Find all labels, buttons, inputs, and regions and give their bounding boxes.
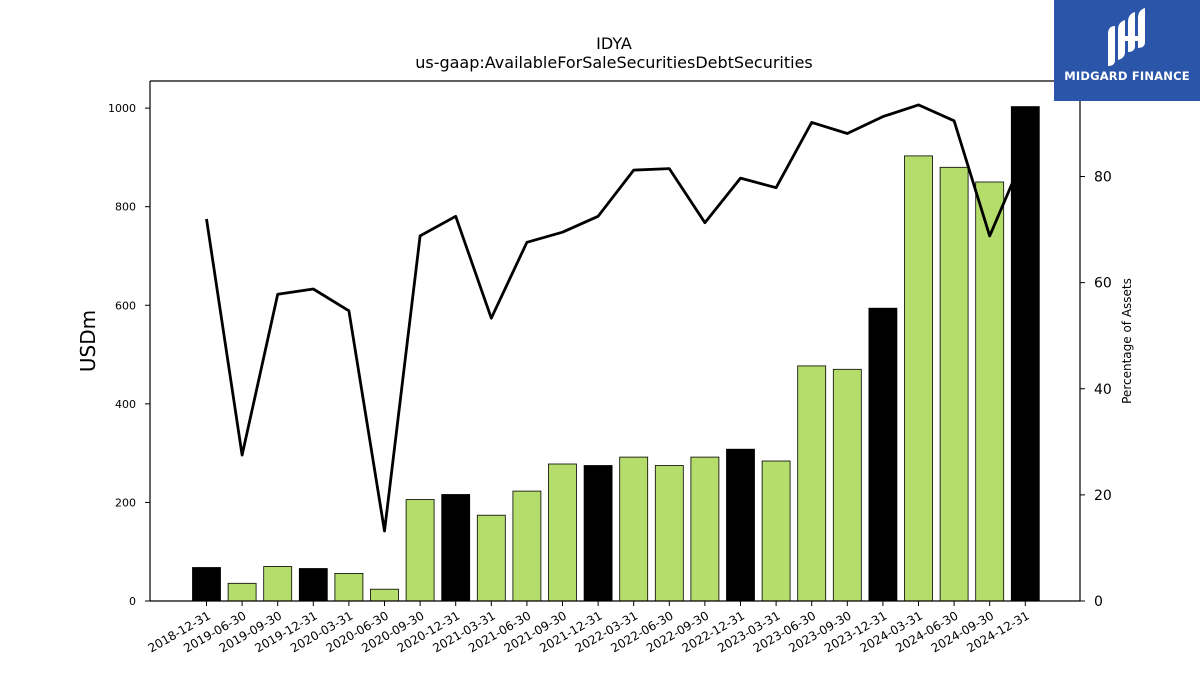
bar — [227, 582, 257, 602]
y-tick-label: 800 — [115, 201, 136, 214]
midgard-logo-icon — [1108, 8, 1145, 66]
bar — [334, 573, 364, 602]
bar — [726, 448, 755, 602]
chart-subtitle: us-gaap:AvailableForSaleSecuritiesDebtSe… — [415, 53, 813, 72]
bar — [512, 490, 542, 602]
bar — [405, 499, 435, 602]
bar — [583, 465, 613, 602]
line-layer — [205, 103, 1027, 533]
y-axis-label: USDm — [76, 310, 100, 372]
bars-layer — [192, 106, 1040, 602]
bar — [298, 568, 328, 602]
y-tick-label: 400 — [115, 398, 136, 411]
y2-tick-label: 60 — [1094, 276, 1112, 292]
bar — [548, 463, 577, 602]
bar — [370, 588, 399, 602]
bar — [797, 365, 827, 602]
bar — [832, 368, 862, 602]
y2-tick-label: 40 — [1094, 382, 1112, 398]
bar — [690, 456, 720, 602]
brand-name: MIDGARD FINANCE — [1064, 69, 1190, 83]
y2-axis-label: Percentage of Assets — [1120, 278, 1134, 404]
series-line — [205, 103, 1027, 533]
y-tick-label: 0 — [129, 595, 136, 608]
bar — [975, 181, 1005, 602]
bar — [263, 566, 293, 602]
bar — [939, 166, 969, 602]
y-tick-label: 200 — [115, 496, 136, 509]
y2-tick-label: 0 — [1094, 594, 1103, 610]
bar — [654, 465, 684, 602]
bar — [619, 456, 649, 602]
chart-title: IDYA — [596, 34, 632, 53]
brand-logo: MIDGARD FINANCE — [1054, 0, 1200, 101]
bar — [904, 155, 933, 602]
y2-tick-label: 80 — [1094, 170, 1112, 186]
y-tick-label: 600 — [115, 299, 136, 312]
y2-tick-label: 20 — [1094, 488, 1112, 504]
bar — [192, 567, 221, 602]
bar — [761, 460, 791, 602]
bar — [441, 494, 471, 602]
bar — [476, 514, 506, 602]
y-tick-label: 1000 — [108, 102, 136, 115]
bar — [1010, 106, 1040, 602]
bar — [868, 307, 898, 602]
